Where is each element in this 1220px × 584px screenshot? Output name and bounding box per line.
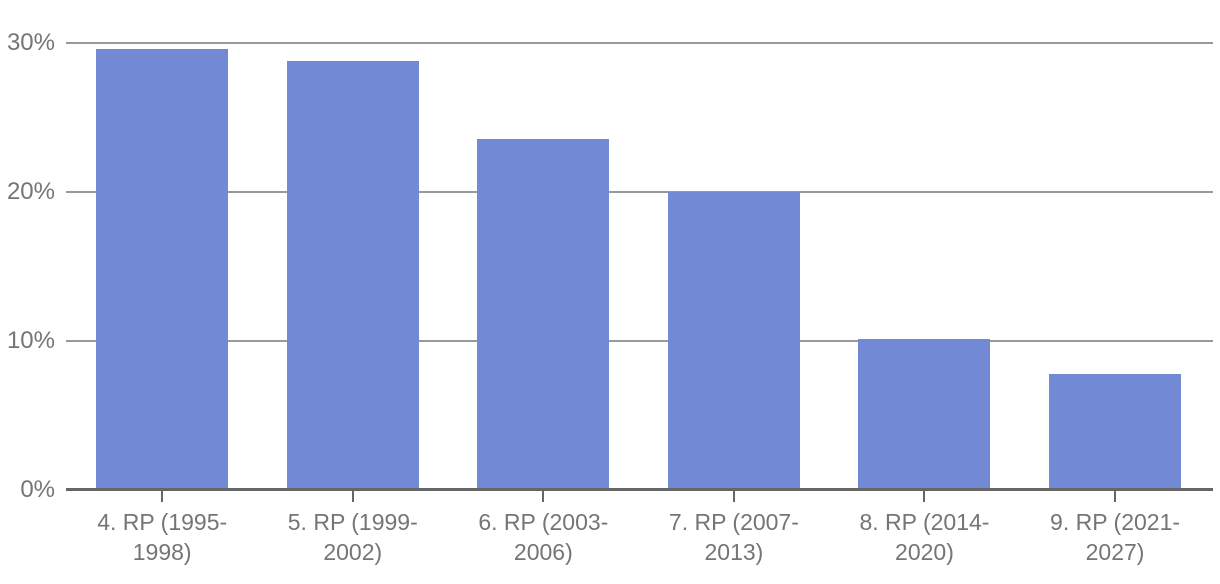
- gridline: [66, 191, 1213, 194]
- x-axis-tick-label-line: 2020): [895, 539, 954, 565]
- x-axis-tick-label-line: 2002): [323, 539, 383, 565]
- x-axis-tick-label-line: 2027): [1085, 539, 1145, 565]
- x-axis-tick-label-line: 4. RP (1995-: [97, 509, 228, 535]
- x-axis-tick-label-line: 7. RP (2007-: [668, 509, 799, 535]
- x-axis-tick-label-line: 6. RP (2003-: [478, 509, 609, 535]
- y-axis-tick-label: 20%: [6, 178, 55, 206]
- x-axis-tick-label: 8. RP (2014- 2020): [829, 507, 1019, 567]
- x-axis-tick-label-line: 1998): [132, 539, 192, 565]
- x-axis-tick-label-line: 8. RP (2014-: [859, 509, 990, 535]
- x-axis-tick-label: 9. RP (2021- 2027): [1020, 507, 1210, 567]
- x-axis-tick: [351, 489, 354, 502]
- x-axis-tick-label-line: 5. RP (1999-: [287, 509, 418, 535]
- bar: [96, 49, 229, 490]
- x-axis-tick: [732, 489, 735, 502]
- x-axis-tick-label: 6. RP (2003- 2006): [448, 507, 638, 567]
- x-axis-tick: [1114, 489, 1117, 502]
- x-axis-tick: [161, 489, 164, 502]
- x-axis-tick: [542, 489, 545, 502]
- gridline: [66, 42, 1213, 45]
- x-axis-tick-label-line: 2013): [704, 539, 764, 565]
- x-axis-tick: [923, 489, 926, 502]
- bar: [858, 339, 991, 490]
- gridline: [66, 339, 1213, 342]
- x-axis-tick-label: 5. RP (1999- 2002): [258, 507, 448, 567]
- y-axis-tick-label: 0%: [20, 475, 55, 503]
- x-axis-tick-label: 7. RP (2007- 2013): [639, 507, 829, 567]
- y-axis-tick-label: 30%: [6, 29, 55, 57]
- bar: [477, 138, 610, 490]
- bar: [1049, 373, 1182, 490]
- x-axis-tick-label: 4. RP (1995- 1998): [67, 507, 257, 567]
- x-axis-tick-label-line: 2006): [513, 539, 573, 565]
- bar: [286, 61, 419, 490]
- bar: [667, 192, 800, 490]
- x-axis-tick-label-line: 9. RP (2021-: [1050, 509, 1181, 535]
- y-axis-tick-label: 10%: [6, 326, 55, 354]
- x-axis-line: [66, 488, 1213, 491]
